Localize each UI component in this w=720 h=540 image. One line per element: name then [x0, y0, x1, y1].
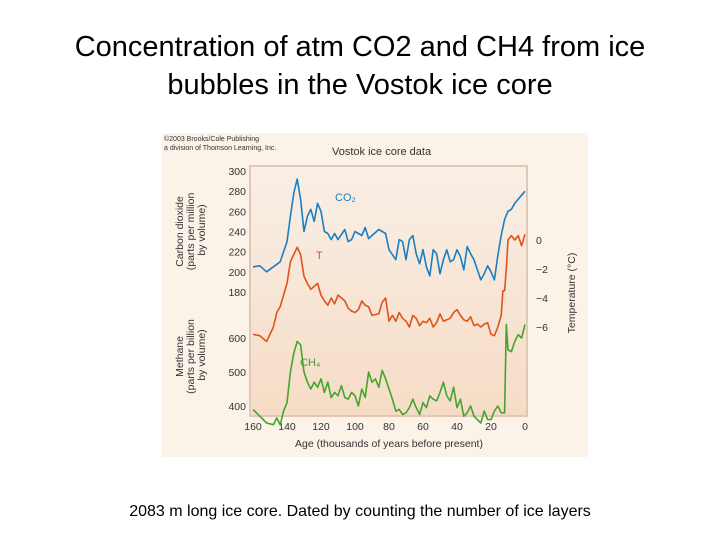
co2-tick-label: 180	[228, 287, 246, 299]
temperature-tick-label: −4	[536, 293, 548, 305]
x-tick-label: 120	[312, 421, 330, 433]
x-tick-label: 80	[383, 421, 395, 433]
co2-tick-label: 300	[228, 166, 246, 178]
x-tick-label: 40	[451, 421, 463, 433]
co2-tick-label: 240	[228, 227, 246, 239]
ch4-tick-label: 400	[228, 401, 246, 413]
co2-axis-label-line-2: (parts per million	[185, 192, 197, 270]
x-tick-label: 60	[417, 421, 429, 433]
ch4-tick-label: 500	[228, 367, 246, 379]
temperature-tick-label: 0	[536, 235, 542, 247]
co2-tick-label: 280	[228, 186, 246, 198]
co2-tick-label: 260	[228, 206, 246, 218]
co2-tick-label: 200	[228, 267, 246, 279]
ch4-axis-label-line-3: by volume)	[196, 329, 208, 380]
slide-title: Concentration of atm CO2 and CH4 from ic…	[20, 28, 700, 104]
temperature-axis-label: Temperature (°C)	[566, 253, 578, 334]
copyright-line-1: ©2003 Brooks/Cole Publishing	[164, 135, 259, 143]
temperature-tick-label: −2	[536, 264, 548, 276]
co2-axis-label-line-3: by volume)	[196, 204, 208, 255]
slide-title-line-1: Concentration of atm CO2 and CH4 from ic…	[74, 31, 646, 63]
vostok-chart: ©2003 Brooks/Cole Publishing a division …	[164, 135, 578, 450]
co2-series-line	[252, 178, 526, 281]
co2-series-label: CO₂	[335, 192, 356, 204]
ch4-axis-label-line-1: Methane	[174, 336, 186, 377]
slide-title-line-2: bubbles in the Vostok ice core	[167, 69, 553, 101]
x-axis-label: Age (thousands of years before present)	[295, 438, 483, 450]
figure-title: Vostok ice core data	[332, 146, 432, 158]
plot-background	[249, 165, 528, 417]
x-tick-label: 0	[522, 421, 528, 433]
temperature-tick-label: −6	[536, 322, 548, 334]
copyright-line-2: a division of Thomson Learning, Inc.	[164, 145, 276, 152]
tick-labels-layer: 160 140 120 100 80 60 40 20 03002802602402202001…	[228, 166, 548, 433]
temperature-series-line	[252, 233, 526, 343]
slide-caption: 2083 m long ice core. Dated by counting …	[129, 503, 591, 520]
x-tick-label: 100	[346, 421, 364, 433]
ch4-axis-label: Methane (parts per billion by volume)	[174, 316, 208, 394]
x-tick-label: 140	[278, 421, 296, 433]
ch4-tick-label: 600	[228, 333, 246, 345]
ch4-series-line	[252, 323, 526, 426]
vostok-figure: ©2003 Brooks/Cole Publishing a division …	[162, 133, 588, 457]
temperature-series-label: T	[316, 250, 323, 262]
co2-tick-label: 220	[228, 247, 246, 259]
co2-axis-label-line-1: Carbon dioxide	[174, 196, 186, 267]
co2-axis-label: Carbon dioxide (parts per million by vol…	[174, 190, 208, 271]
ch4-series-label: CH₄	[300, 357, 321, 369]
series-layer	[252, 178, 526, 426]
x-tick-label: 20	[485, 421, 497, 433]
x-tick-label: 160	[244, 421, 262, 433]
ch4-axis-label-line-2: (parts per billion	[185, 319, 197, 394]
